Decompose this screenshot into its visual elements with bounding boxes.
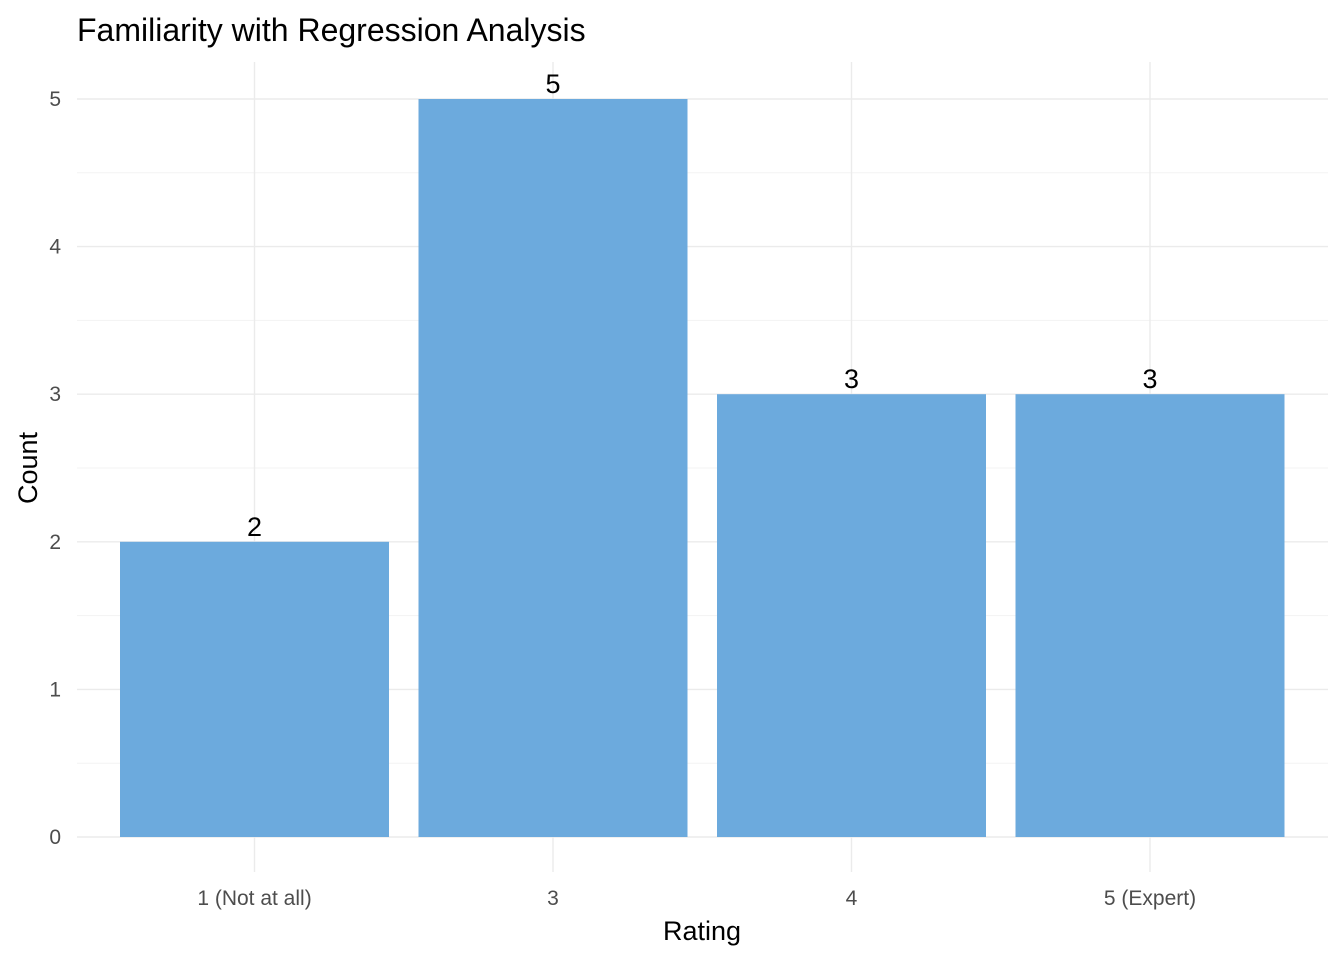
y-tick-label: 4 xyxy=(49,236,61,259)
x-tick-label: 3 xyxy=(547,887,559,910)
bar xyxy=(120,541,389,837)
data-label: 2 xyxy=(247,512,262,542)
data-label: 3 xyxy=(844,364,859,394)
bar xyxy=(418,99,688,837)
data-label: 5 xyxy=(545,69,560,99)
x-tick-label: 4 xyxy=(846,887,858,910)
y-tick-label: 3 xyxy=(49,383,61,406)
x-tick-label: 1 (Not at all) xyxy=(197,887,311,910)
y-tick-label: 1 xyxy=(49,678,61,701)
data-labels: 2 5 3 3 xyxy=(247,69,1158,542)
x-axis-ticks: 1 (Not at all) 3 4 5 (Expert) xyxy=(197,887,1196,910)
y-axis-ticks: 0 1 2 3 4 5 xyxy=(49,88,61,849)
y-tick-label: 2 xyxy=(49,531,61,554)
bars xyxy=(120,99,1285,837)
data-label: 3 xyxy=(1142,364,1157,394)
x-tick-label: 5 (Expert) xyxy=(1104,887,1196,910)
y-tick-label: 5 xyxy=(49,88,61,111)
y-tick-label: 0 xyxy=(49,826,61,849)
x-axis-title: Rating xyxy=(663,916,741,946)
chart-title: Familiarity with Regression Analysis xyxy=(77,12,586,48)
bar xyxy=(717,394,986,837)
bar xyxy=(1015,394,1285,837)
y-axis-title: Count xyxy=(13,431,43,504)
